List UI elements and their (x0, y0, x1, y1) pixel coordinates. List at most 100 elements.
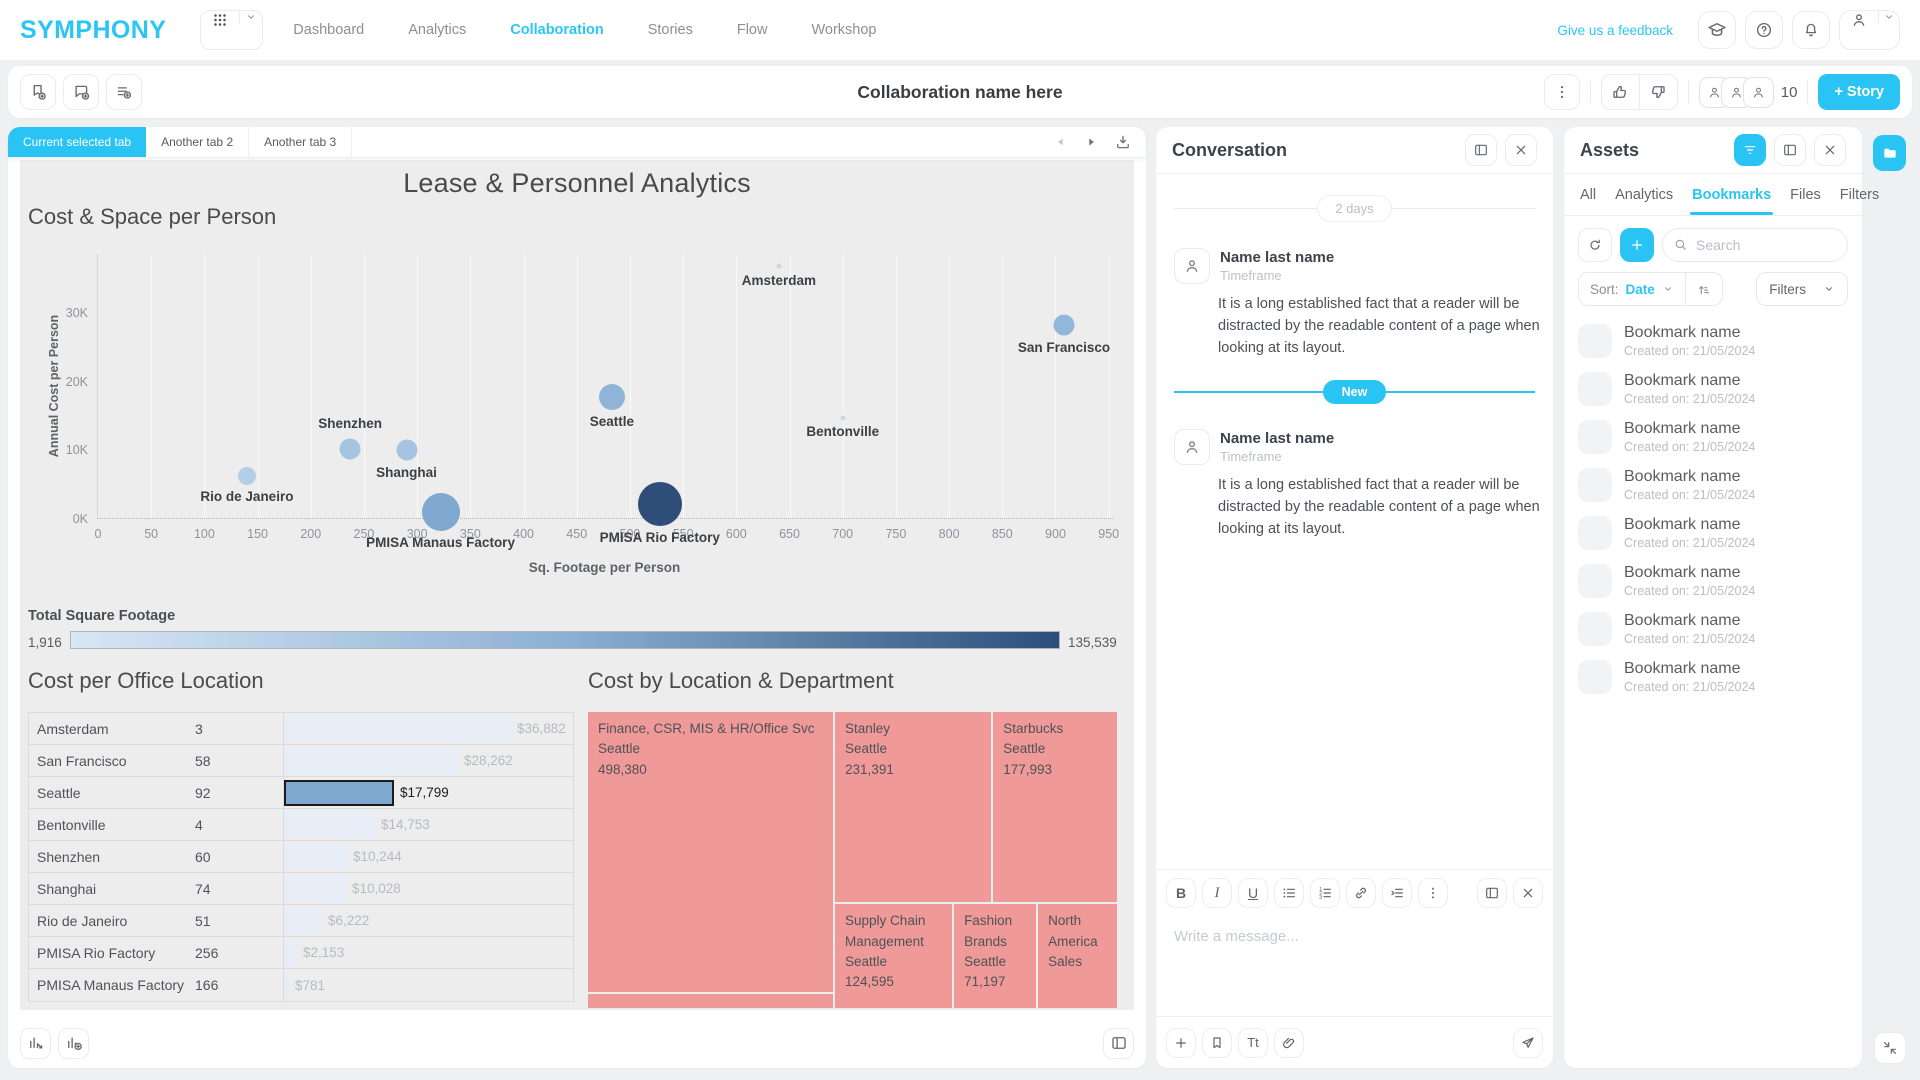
scatter-point[interactable] (339, 438, 361, 460)
bookmark-item[interactable]: Bookmark name Created on: 21/05/2024 (1578, 365, 1848, 413)
table-row[interactable]: Shenzhen 60 $10,244 (29, 841, 573, 873)
table-row[interactable]: PMISA Rio Factory 256 $2,153 (29, 937, 573, 969)
nav-item[interactable]: Collaboration (510, 22, 604, 38)
scatter-point[interactable] (396, 439, 418, 461)
cost-bar[interactable] (284, 843, 347, 870)
help-button[interactable] (1745, 11, 1783, 49)
undock-composer-button[interactable] (1477, 878, 1507, 908)
search-input[interactable] (1662, 228, 1848, 262)
treemap-block[interactable] (588, 994, 833, 1009)
feedback-link[interactable]: Give us a feedback (1557, 22, 1673, 38)
grid-icon[interactable] (201, 11, 239, 29)
bookmark-item[interactable]: Bookmark name Created on: 21/05/2024 (1578, 413, 1848, 461)
undock-assets-button[interactable] (1774, 134, 1806, 166)
chevron-down-icon[interactable] (239, 11, 262, 23)
table-row[interactable]: San Francisco 58 $28,262 (29, 745, 573, 777)
italic-button[interactable]: I (1202, 878, 1232, 908)
assets-tab[interactable]: Filters (1839, 186, 1880, 203)
assets-tab[interactable]: All (1580, 186, 1597, 203)
chart-pointer-button[interactable] (20, 1027, 51, 1059)
scatter-point[interactable] (840, 415, 846, 421)
table-row[interactable]: Amsterdam 3 $36,882 (29, 713, 573, 745)
scatter-point[interactable] (421, 493, 460, 532)
add-comment-button[interactable] (63, 74, 99, 110)
bullet-list-button[interactable] (1274, 878, 1304, 908)
add-bookmark-button[interactable] (20, 74, 56, 110)
cost-bar[interactable] (284, 747, 458, 774)
app-switcher-button[interactable] (200, 10, 264, 50)
nav-item[interactable]: Analytics (408, 22, 467, 38)
cost-bar[interactable] (284, 939, 297, 966)
assets-tab[interactable]: Bookmarks (1690, 186, 1774, 215)
close-assets-button[interactable] (1814, 134, 1846, 166)
table-row[interactable]: Rio de Janeiro 51 $6,222 (29, 905, 573, 937)
tabs-scroll-right-icon[interactable] (1084, 135, 1098, 149)
learn-button[interactable] (1698, 11, 1736, 49)
bold-button[interactable]: B (1166, 878, 1196, 908)
filters-dropdown[interactable]: Filters (1756, 272, 1848, 306)
notifications-button[interactable] (1792, 11, 1830, 49)
cost-bar[interactable] (284, 907, 322, 934)
attach-file-button[interactable] (1274, 1027, 1304, 1058)
undock-panel-button[interactable] (1465, 134, 1497, 166)
table-row[interactable]: Shanghai 74 $10,028 (29, 873, 573, 905)
add-story-button[interactable]: + Story (1818, 74, 1900, 110)
cost-bar[interactable] (284, 779, 394, 806)
bookmark-item[interactable]: Bookmark name Created on: 21/05/2024 (1578, 557, 1848, 605)
cost-bar[interactable] (284, 875, 346, 902)
export-icon[interactable] (1114, 133, 1132, 151)
treemap-block[interactable]: Starbucks Seattle 177,993 (993, 712, 1117, 903)
more-options-button[interactable] (1543, 74, 1580, 110)
chart-add-button[interactable] (58, 1027, 89, 1059)
nav-item[interactable]: Workshop (811, 22, 877, 38)
scatter-point[interactable] (598, 383, 625, 410)
participants-button[interactable]: 10 (1698, 76, 1797, 108)
collapse-panels-button[interactable] (1874, 1032, 1906, 1064)
add-bookmark-button[interactable] (1620, 228, 1654, 262)
scatter-point[interactable] (237, 467, 256, 486)
tabs-scroll-left-icon[interactable] (1054, 135, 1068, 149)
footage-gradient-bar[interactable] (70, 631, 1060, 649)
sheet-tab[interactable]: Another tab 3 (249, 127, 353, 157)
assets-tab[interactable]: Analytics (1615, 186, 1674, 203)
treemap-block[interactable]: North America Sales (1038, 904, 1117, 1008)
bookmark-item[interactable]: Bookmark name Created on: 21/05/2024 (1578, 317, 1848, 365)
treemap-block[interactable]: Stanley Seattle 231,391 (835, 712, 992, 903)
treemap-block[interactable]: Supply Chain Management Seattle 124,595 (835, 904, 952, 1008)
cost-bar[interactable] (284, 811, 375, 838)
sort-dropdown[interactable]: Sort: Date (1579, 273, 1685, 305)
bookmark-item[interactable]: Bookmark name Created on: 21/05/2024 (1578, 509, 1848, 557)
user-icon[interactable] (1840, 11, 1878, 29)
nav-item[interactable]: Dashboard (293, 22, 365, 38)
underline-button[interactable]: U (1238, 878, 1268, 908)
link-button[interactable] (1346, 878, 1376, 908)
table-row[interactable]: Bentonville 4 $14,753 (29, 809, 573, 841)
text-style-button[interactable]: Tt (1238, 1027, 1268, 1058)
scatter-point[interactable] (637, 482, 682, 527)
assets-rail-button[interactable] (1873, 135, 1906, 171)
close-composer-button[interactable] (1513, 878, 1543, 908)
assets-filter-button[interactable] (1734, 134, 1766, 166)
chevron-down-icon[interactable] (1878, 11, 1899, 23)
table-row[interactable]: Seattle 92 $17,799 (29, 777, 573, 809)
more-formatting-button[interactable] (1418, 878, 1448, 908)
thumbs-up-button[interactable] (1602, 75, 1639, 109)
layout-panel-button[interactable] (1103, 1027, 1134, 1059)
sheet-tab[interactable]: Current selected tab (8, 127, 147, 157)
sheet-tab[interactable]: Another tab 2 (146, 127, 250, 157)
nav-item[interactable]: Flow (736, 22, 768, 38)
table-row[interactable]: PMISA Manaus Factory 166 $781 (29, 969, 573, 1001)
nav-item[interactable]: Stories (647, 22, 693, 38)
add-list-button[interactable] (106, 74, 142, 110)
cost-bar[interactable] (284, 972, 289, 998)
thumbs-down-button[interactable] (1638, 75, 1677, 109)
cost-bar[interactable] (284, 715, 511, 742)
indent-list-button[interactable] (1382, 878, 1412, 908)
send-message-button[interactable] (1513, 1027, 1543, 1058)
user-menu-button[interactable] (1839, 10, 1900, 50)
message-input[interactable]: Write a message... (1174, 928, 1299, 945)
refresh-button[interactable] (1578, 228, 1612, 262)
sort-direction-button[interactable] (1684, 273, 1722, 305)
close-conversation-button[interactable] (1505, 134, 1537, 166)
assets-tab[interactable]: Files (1790, 186, 1821, 203)
